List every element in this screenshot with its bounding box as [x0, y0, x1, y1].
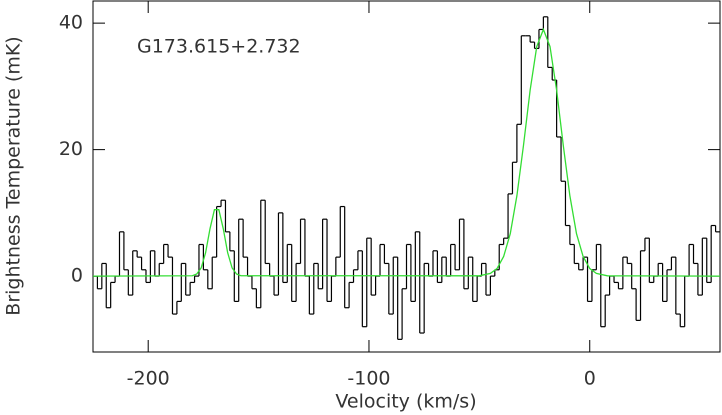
- y-axis-label: Brightness Temperature (mK): [3, 36, 25, 315]
- y-tick-label: 0: [71, 265, 83, 287]
- x-tick-label: -200: [127, 368, 170, 390]
- x-axis-label: Velocity (km/s): [335, 391, 476, 413]
- y-tick-label: 20: [59, 138, 83, 160]
- x-tick-label: -100: [347, 368, 390, 390]
- x-tick-label: 0: [584, 368, 596, 390]
- fit-line: [92, 27, 721, 277]
- plot-frame: [92, 0, 721, 353]
- annotation: G173.615+2.732: [137, 36, 301, 58]
- y-tick-label: 40: [59, 12, 83, 34]
